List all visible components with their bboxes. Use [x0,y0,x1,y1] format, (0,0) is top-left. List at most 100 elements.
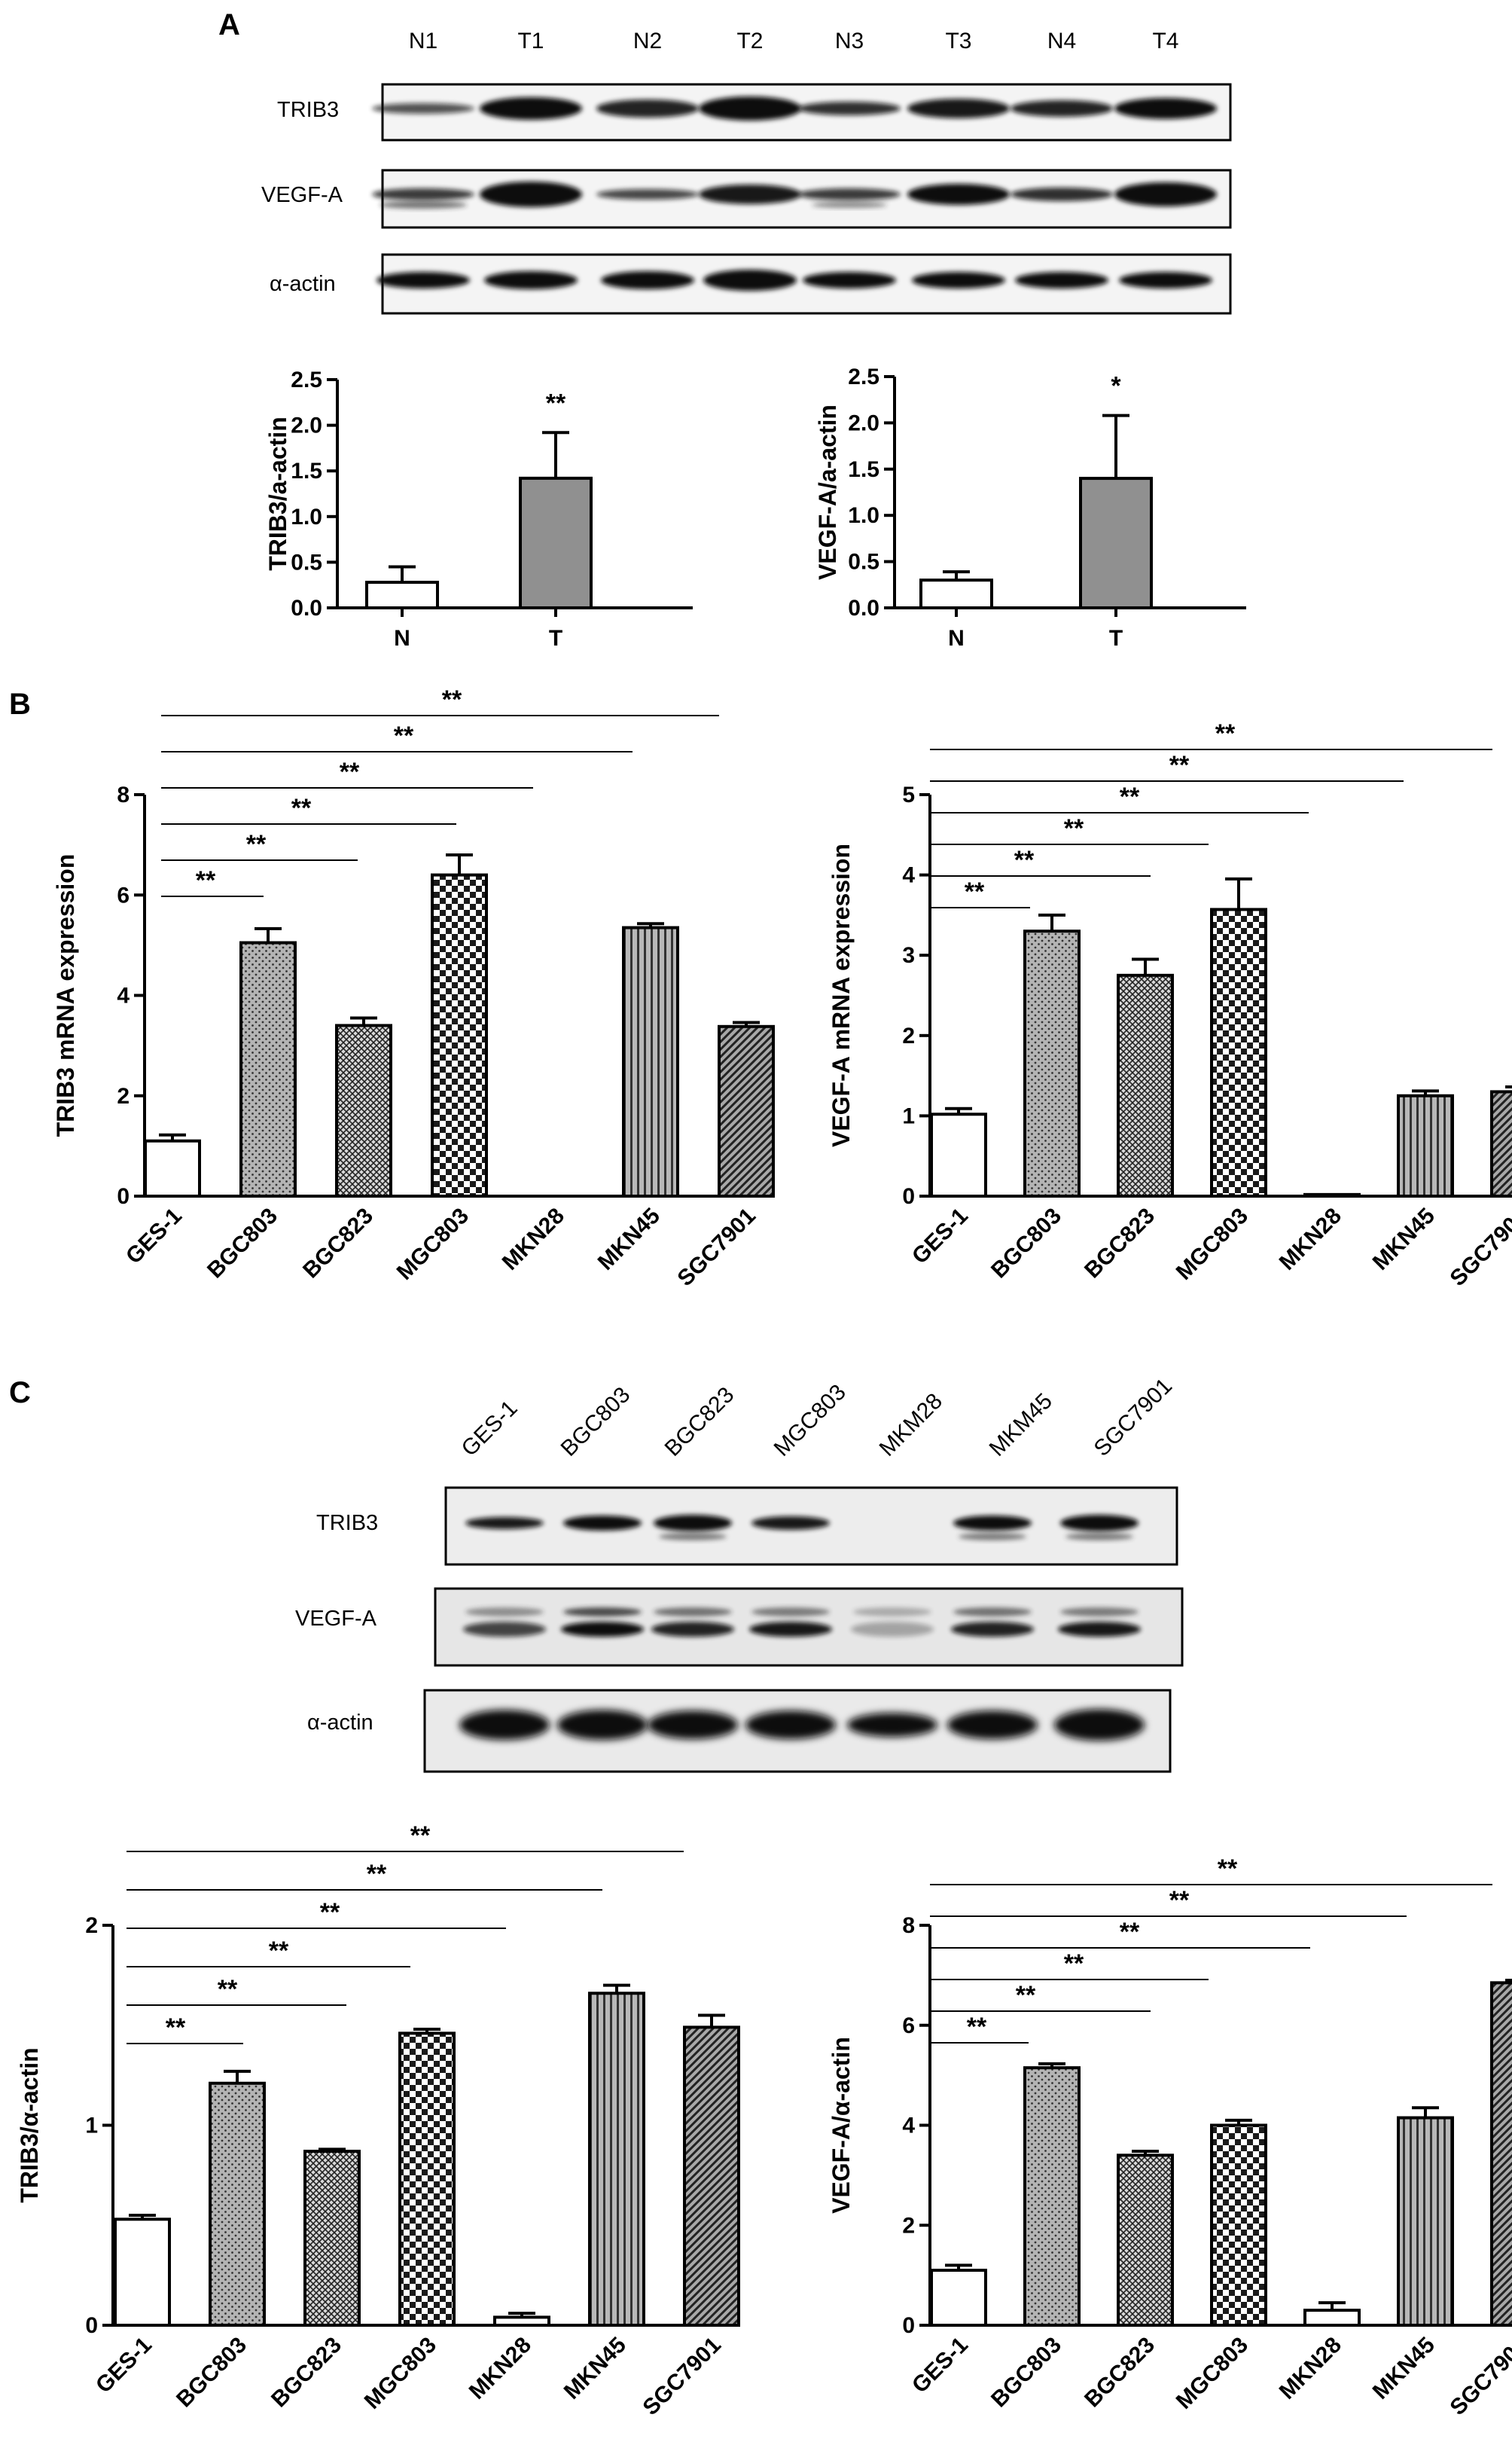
bar-chart-trib3-mrna: 0 2 4 6 8 TRIB3 mRNA expression GES-1 BGC803 BGC… [52,685,775,1291]
blot-band [1060,1515,1139,1531]
blot-c-lane-label: BGC803 [556,1382,636,1461]
category-label: MGC803 [1172,1204,1253,1285]
blot-c-lane-label: GES-1 [457,1396,523,1461]
category-label: N [948,626,965,651]
y-tick-label: 1 [85,2114,98,2138]
y-tick-label: 1.5 [848,457,879,482]
y-tick-label: 2.5 [291,368,322,392]
category-label: MKN28 [1275,1204,1346,1275]
bar [209,2081,266,2327]
blot-band [907,99,1010,118]
comparison-significance: ** [246,830,267,859]
y-tick-label: 1.0 [291,505,322,530]
blot-band [812,202,887,208]
category-label: BGC823 [1080,2333,1160,2413]
panel-label-a: A [218,8,240,41]
category-label: MGC803 [1172,2333,1253,2414]
bar [431,873,488,1198]
comparison-significance: ** [1064,814,1084,843]
blot-c-lane-label: BGC823 [660,1382,739,1461]
bar [1490,1981,1512,2327]
blot-a-lane-label: T2 [736,29,763,53]
blot-band [557,1710,648,1740]
y-tick-label: 0 [85,2313,98,2338]
blot-band [907,184,1010,205]
western-blot-c: GES-1 BGC803 BGC823 MGC803 MKM28 MKM45 S… [295,1373,1184,1773]
category-label: GES-1 [907,1204,973,1269]
category-label: T [1109,626,1123,651]
y-tick-label: 1.5 [291,459,322,484]
comparison-significance: ** [320,1898,340,1927]
y-tick-label: 2 [902,2213,915,2238]
blot-c-strip-vegfa [434,1587,1184,1667]
y-tick-label: 1.0 [848,503,879,528]
comparison-significance: ** [340,758,360,786]
bar [1490,1090,1512,1198]
category-label: MKN45 [593,1204,665,1275]
category-label: SGC7901 [638,2333,725,2420]
blot-a-lane-label: N3 [835,29,864,53]
blot-band [953,1516,1032,1531]
blot-band [1011,188,1113,201]
blot-band [798,102,901,115]
blot-band [659,1533,727,1540]
blot-band [1119,272,1212,288]
comparison-significance: ** [967,2013,987,2041]
blot-band [1015,272,1108,288]
category-label: GES-1 [907,2333,973,2398]
blot-band [563,1516,642,1531]
y-axis-label: VEGF-A mRNA expression [828,844,855,1147]
blot-a-row-label: VEGF-A [261,183,343,207]
blot-band [561,1622,644,1637]
bar [1210,908,1267,1198]
category-label: MKN28 [465,2333,536,2404]
bar [683,2025,740,2327]
blot-band [912,272,1005,288]
y-axis-label: VEGF-A/a-actin [814,404,841,580]
blot-band [654,1607,732,1616]
panel-label-c: C [9,1376,31,1409]
category-label: GES-1 [121,1204,187,1269]
bar-chart-vegfa-protein-tissue: 0.0 0.5 1.0 1.5 2.0 2.5 VEGF-A/a-actin N T * [814,365,1246,651]
comparison-significance: ** [1014,846,1035,875]
blot-band [851,1622,934,1637]
blot-a-bands [372,96,1217,291]
blot-band [953,1607,1032,1616]
y-tick-label: 6 [902,2013,915,2038]
blot-a-row-label: α-actin [270,272,336,296]
category-label: BGC823 [1080,1204,1160,1284]
blot-band [1114,98,1217,119]
comparison-significance: ** [1215,719,1236,748]
y-tick-label: 0 [902,1184,915,1209]
category-label: MGC803 [360,2333,441,2414]
y-tick-label: 3 [902,943,915,968]
bar [1079,477,1153,610]
y-tick-label: 4 [902,2114,915,2138]
blot-band [601,271,694,289]
bar [1303,1192,1361,1198]
bar [1117,973,1174,1198]
y-axis-label: TRIB3 mRNA expression [52,854,79,1137]
blot-a-row-label: TRIB3 [277,98,339,122]
comparison-significance: ** [394,722,414,750]
blot-band [749,1622,832,1637]
comparison-significance: ** [1169,1886,1190,1915]
category-label: T [549,626,562,651]
comparison-significance: ** [269,1937,289,1965]
y-tick-label: 1 [902,1103,915,1128]
blot-band [1114,182,1217,206]
comparison-significance: ** [291,794,312,823]
blot-band [654,1515,732,1531]
blot-a-lane-label: T3 [945,29,971,53]
bar [493,2315,550,2327]
blot-band [459,1710,550,1740]
comparison-significance: ** [1169,751,1190,780]
blot-band [596,189,699,200]
category-label: BGC823 [267,2333,346,2413]
y-axis-label: TRIB3/α-actin [16,2047,43,2202]
category-label: SGC7901 [1445,2333,1512,2420]
blot-band [853,1607,931,1616]
category-label: BGC803 [986,1204,1066,1284]
bar [919,578,993,609]
